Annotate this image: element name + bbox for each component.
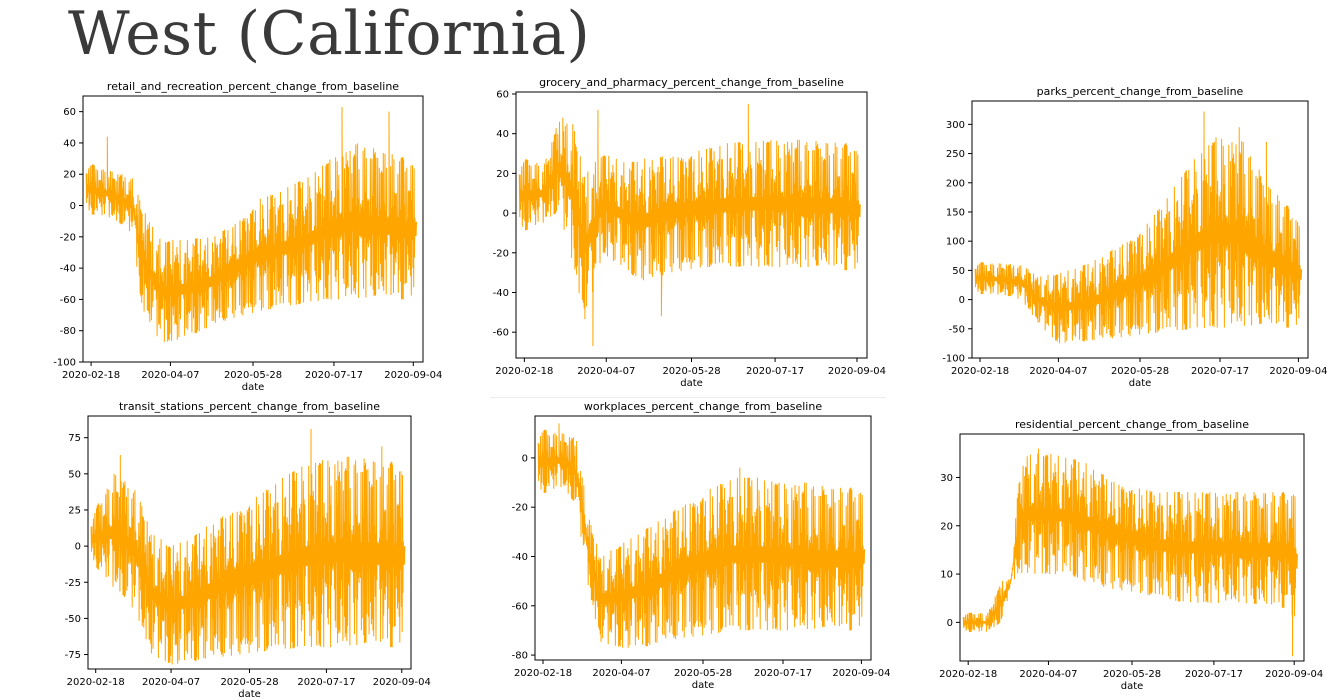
y-tick-label: 75 [68,433,81,444]
x-tick-label: 2020-09-04 [832,668,890,679]
x-tick-label: 2020-04-07 [577,366,635,377]
y-tick-label: -25 [65,578,81,589]
x-tick-label: 2020-05-28 [1111,366,1169,377]
y-tick-label: 0 [947,618,953,629]
y-tick-label: 100 [946,237,965,248]
y-tick-label: -100 [942,354,965,365]
y-tick-label: 40 [496,129,509,140]
y-tick-label: -40 [493,288,509,299]
chart-parks: parks_percent_change_from_baseline -100 -5… [942,85,1327,389]
x-axis-label: date [692,680,715,691]
y-tick-label: -80 [60,326,76,337]
x-tick-label: 2020-09-04 [373,677,431,688]
y-tick-label: 0 [503,209,509,220]
x-tick-label: 2020-07-17 [754,668,812,679]
x-tick-label: 2020-04-07 [142,677,200,688]
y-tick-label: 20 [496,169,509,180]
chart-grocery-and-pharmacy: grocery_and_pharmacy_percent_change_from… [493,76,886,389]
y-tick-label: -40 [60,264,76,275]
y-tick-label: 250 [946,149,965,160]
chart-title: retail_and_recreation_percent_change_fro… [107,80,399,93]
x-tick-label: 2020-05-28 [220,677,278,688]
x-tick-label: 2020-04-07 [1029,366,1087,377]
chart-title: parks_percent_change_from_baseline [1037,85,1244,98]
y-tick-label: -50 [949,324,965,335]
series-line [537,423,866,648]
y-tick-label: 0 [70,201,76,212]
x-tick-label: 2020-04-07 [592,668,650,679]
y-tick-label: -20 [493,248,509,259]
x-tick-label: 2020-09-04 [1265,669,1323,680]
series-line [518,103,861,347]
y-tick-label: -100 [53,358,76,369]
x-axis-label: date [680,378,703,389]
y-tick-label: 0 [75,542,81,553]
x-tick-label: 2020-05-28 [662,366,720,377]
x-tick-label: 2020-07-17 [1191,366,1249,377]
chart-transit-stations: transit_stations_percent_change_from_bas… [65,400,431,700]
y-tick-label: 60 [63,107,76,118]
x-tick-label: 2020-02-18 [939,669,997,680]
y-tick-label: -20 [60,232,76,243]
x-tick-label: 2020-07-17 [746,366,804,377]
chart-title: grocery_and_pharmacy_percent_change_from… [539,76,844,89]
x-tick-label: 2020-07-17 [305,370,363,381]
y-tick-label: -20 [512,503,528,514]
x-tick-label: 2020-05-28 [674,668,732,679]
x-tick-label: 2020-07-17 [297,677,355,688]
y-tick-label: 50 [68,469,81,480]
page-title: West (California) [68,0,591,69]
section-divider [490,397,886,398]
series-line [974,111,1303,344]
y-tick-label: -80 [512,651,528,662]
y-tick-label: -60 [512,601,528,612]
x-axis-label: date [1121,681,1144,692]
x-tick-label: 2020-02-18 [495,366,553,377]
y-tick-label: 0 [959,295,965,306]
y-tick-label: 0 [522,453,528,464]
x-tick-label: 2020-02-18 [951,366,1009,377]
x-tick-label: 2020-02-18 [67,677,125,688]
y-tick-label: 300 [946,120,965,131]
x-axis-label: date [238,689,261,700]
y-tick-label: 150 [946,207,965,218]
x-axis-label: date [1129,378,1152,389]
x-tick-label: 2020-04-07 [1019,669,1077,680]
y-tick-label: 20 [940,521,953,532]
x-tick-label: 2020-02-18 [62,370,120,381]
y-tick-label: 25 [68,505,81,516]
y-tick-label: 20 [63,170,76,181]
chart-title: residential_percent_change_from_baseline [1015,418,1249,431]
y-tick-label: -60 [60,295,76,306]
series-line [85,106,417,342]
series-line [90,428,406,665]
x-axis-label: date [242,382,265,393]
x-tick-label: 2020-04-07 [141,370,199,381]
chart-title: transit_stations_percent_change_from_bas… [119,400,380,413]
x-tick-label: 2020-09-04 [384,370,442,381]
chart-workplaces: workplaces_percent_change_from_baseline -… [512,400,891,691]
x-tick-label: 2020-07-17 [1185,669,1243,680]
x-tick-label: 2020-05-28 [224,370,282,381]
y-tick-label: 30 [940,473,953,484]
chart-residential: residential_percent_change_from_baseline… [939,418,1323,692]
y-tick-label: 10 [940,570,953,581]
y-tick-label: 60 [496,89,509,100]
y-tick-label: -40 [512,552,528,563]
y-tick-label: 200 [946,178,965,189]
x-tick-label: 2020-09-04 [828,366,886,377]
y-tick-label: -60 [493,328,509,339]
x-tick-label: 2020-02-18 [514,668,572,679]
x-tick-label: 2020-09-04 [1269,366,1327,377]
y-tick-label: 40 [63,138,76,149]
x-tick-label: 2020-05-28 [1103,669,1161,680]
y-tick-label: -50 [65,614,81,625]
y-tick-label: 50 [952,266,965,277]
chart-title: workplaces_percent_change_from_baseline [584,400,822,413]
y-tick-label: -75 [65,650,81,661]
series-line [962,448,1298,657]
chart-retail-and-recreation: retail_and_recreation_percent_change_fro… [53,80,442,393]
